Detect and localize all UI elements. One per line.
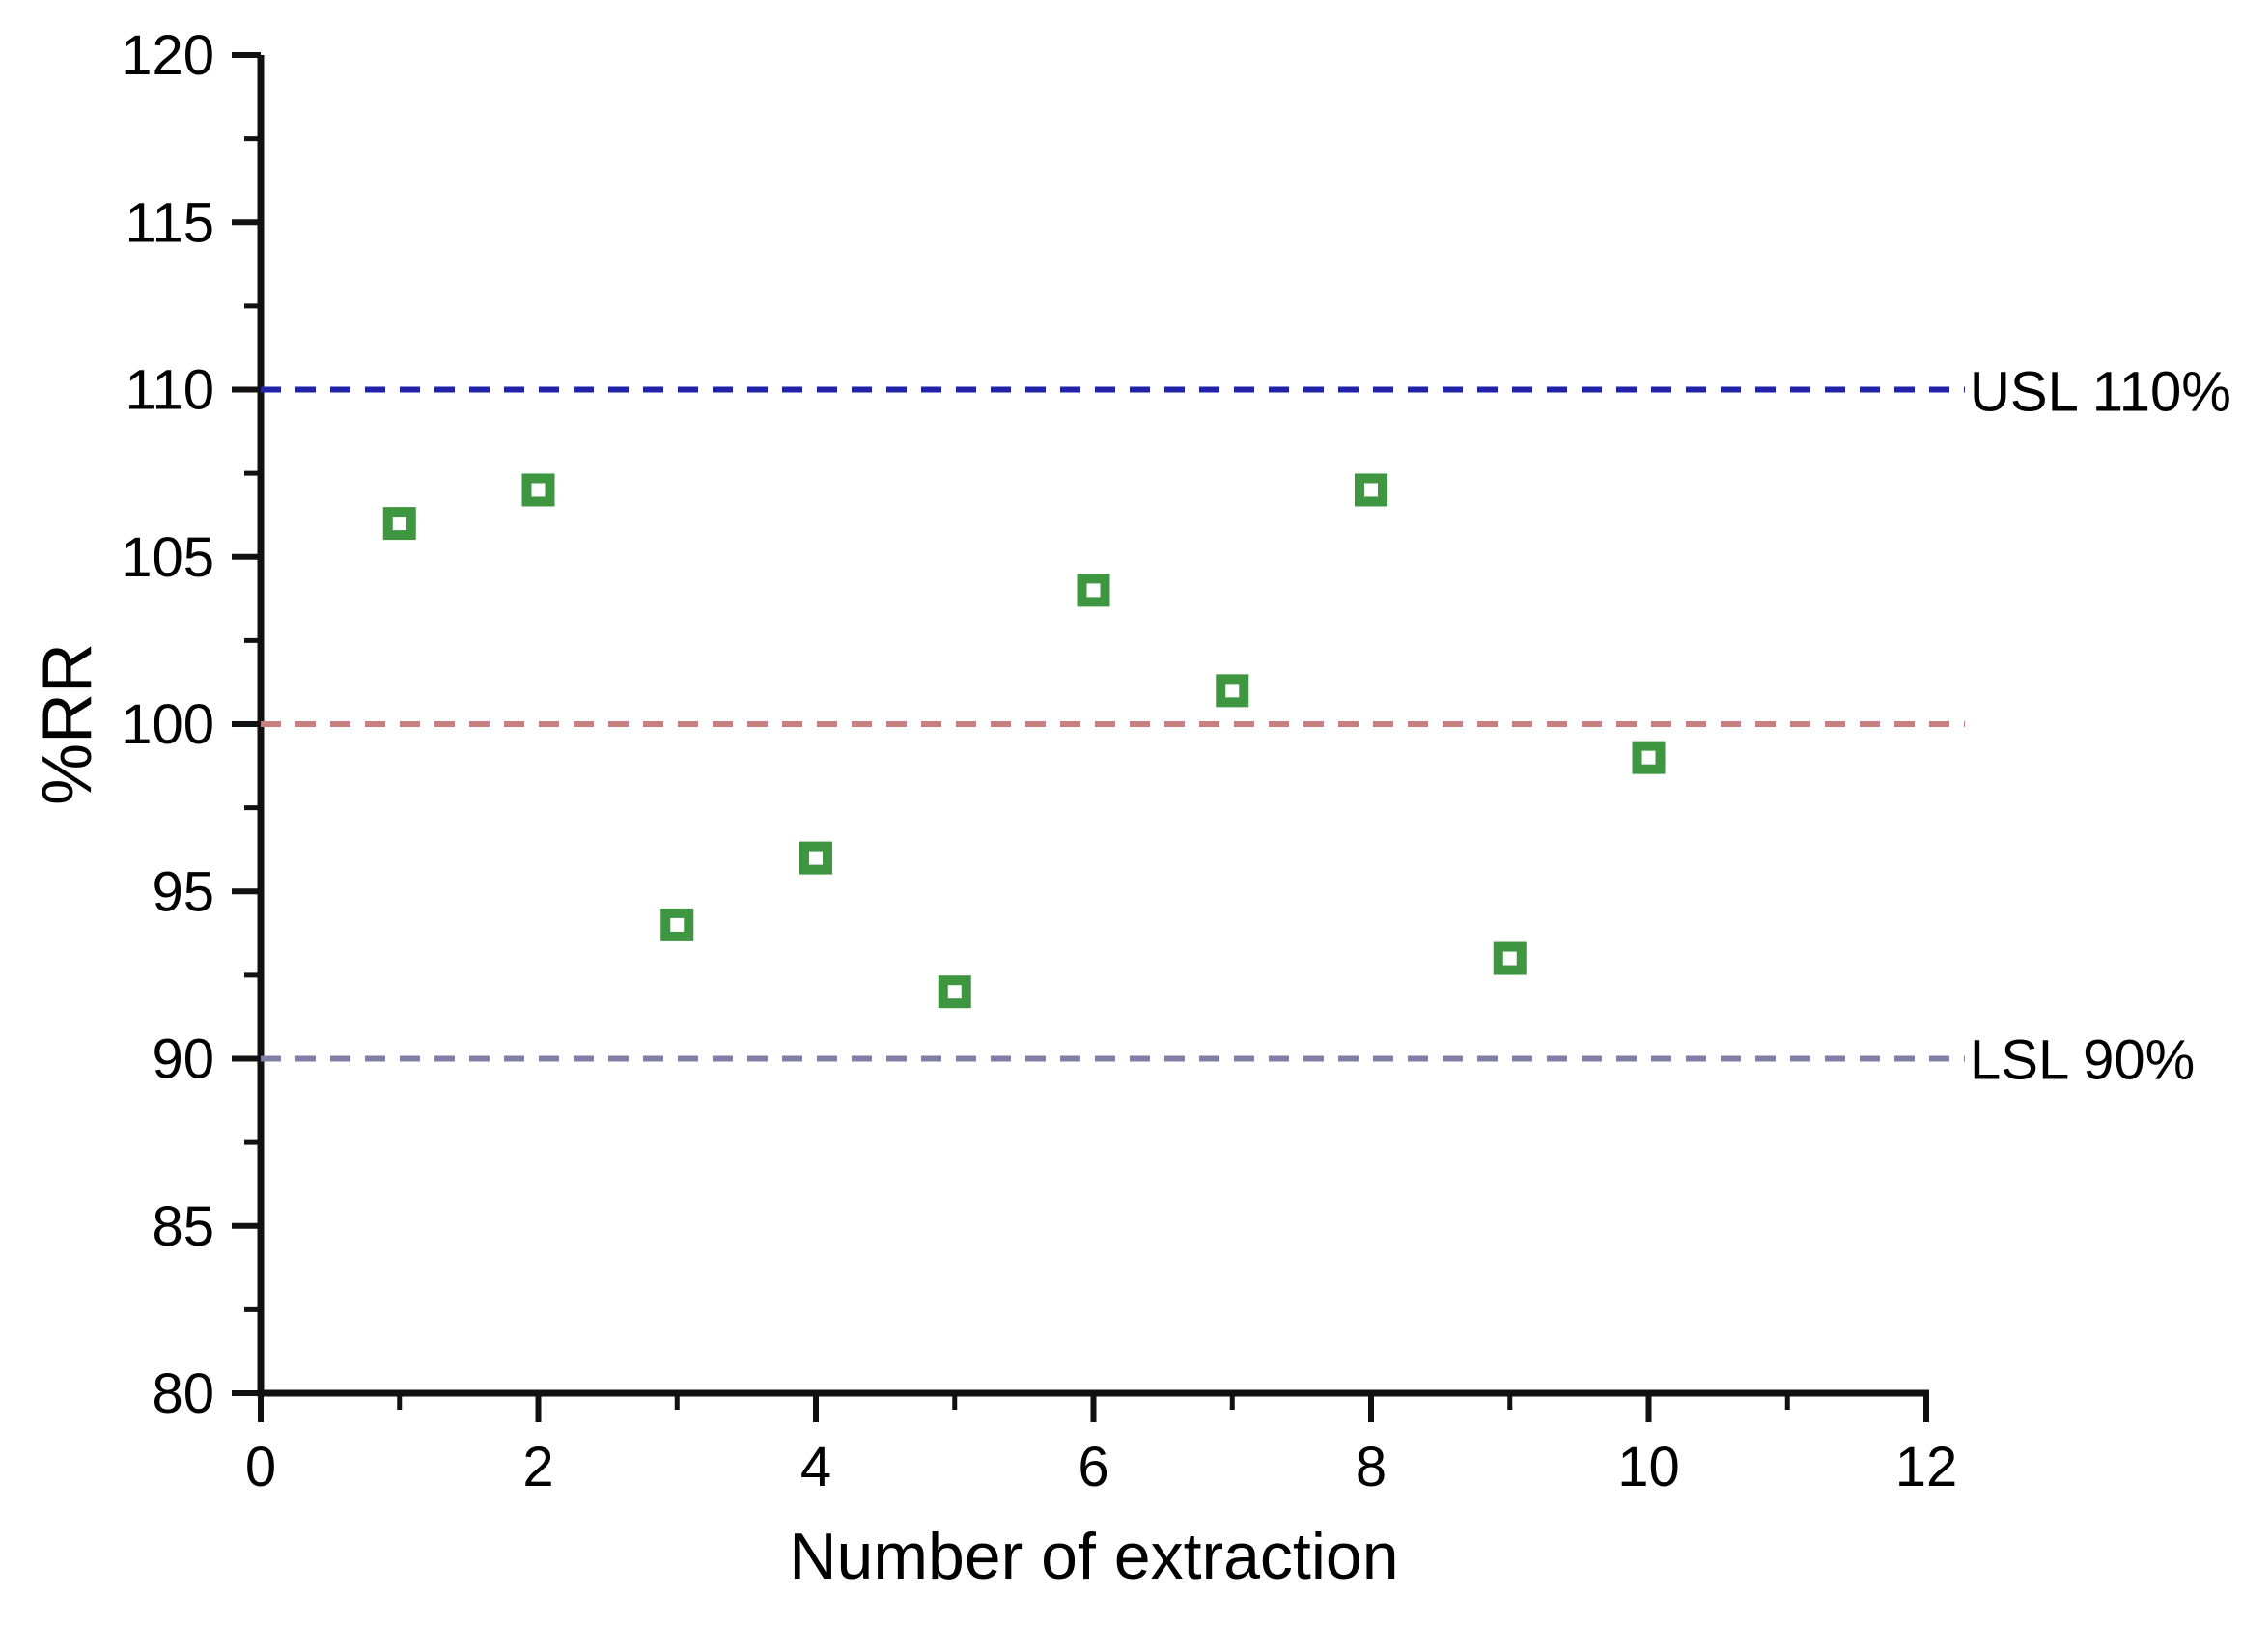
y-tick-label: 105 [121, 526, 214, 589]
y-axis-title: %RR [29, 642, 106, 806]
y-tick-label: 120 [121, 24, 214, 87]
x-tick-label: 12 [1895, 1436, 1958, 1498]
data-point-marker [660, 908, 694, 941]
data-point-marker [1355, 473, 1387, 507]
x-tick-label: 2 [522, 1436, 553, 1498]
x-tick-label: 0 [245, 1436, 276, 1498]
y-tick-label: 85 [152, 1195, 214, 1258]
data-point-marker [521, 473, 555, 507]
data-point-marker [1077, 574, 1110, 607]
y-tick-label: 80 [152, 1362, 214, 1425]
y-tick-label: 95 [152, 860, 214, 923]
data-point-marker [938, 975, 971, 1009]
usl-line-label: USL 110% [1970, 360, 2231, 424]
x-tick-label: 8 [1356, 1436, 1387, 1498]
data-point-marker [1632, 741, 1666, 774]
lsl-line-label: LSL 90% [1970, 1028, 2196, 1092]
data-point-marker [382, 507, 416, 541]
y-tick-label: 90 [152, 1028, 214, 1091]
data-point-marker [799, 841, 832, 875]
x-tick-label: 4 [800, 1436, 831, 1498]
x-tick-label: 6 [1078, 1436, 1108, 1498]
y-tick-label: 110 [126, 359, 214, 422]
data-point-marker [1493, 941, 1527, 975]
x-tick-label: 10 [1617, 1436, 1680, 1498]
x-axis-title: Number of extraction [789, 1520, 1399, 1593]
y-tick-label: 100 [121, 693, 214, 756]
data-point-marker [1216, 674, 1249, 708]
y-tick-label: 115 [126, 191, 214, 254]
